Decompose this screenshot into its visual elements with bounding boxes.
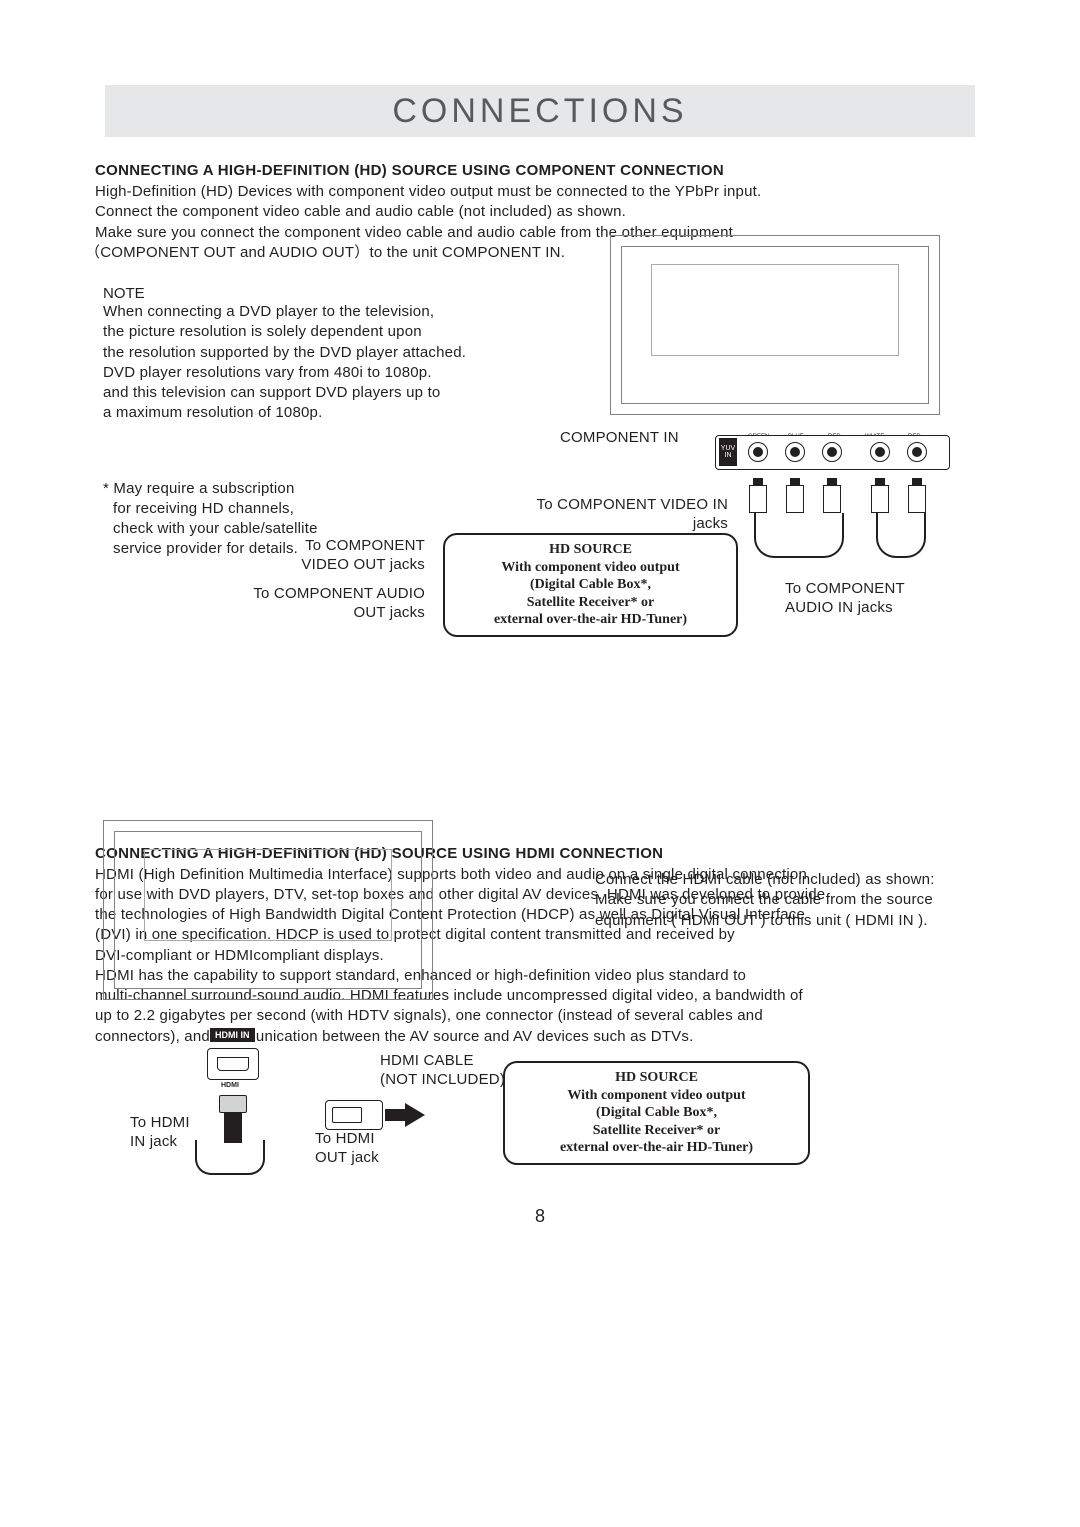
page-title: CONNECTIONS (392, 92, 687, 131)
hd-source-l4: external over-the-air HD-Tuner) (519, 1139, 794, 1157)
plug-icon (908, 485, 926, 513)
hdmi-adapter-icon (325, 1100, 383, 1130)
section1-body-2: Connect the component video cable and au… (95, 202, 985, 222)
hd-source-l1: With component video output (459, 559, 722, 577)
yuv-in-label: YUV IN (719, 445, 737, 459)
tv-back-icon (610, 235, 940, 415)
hdmi-plug-icon (219, 1095, 247, 1113)
label-to-comp-video-in: To COMPONENT VIDEO IN jacks (508, 496, 728, 534)
label-to-comp-video-out: To COMPONENT VIDEO OUT jacks (190, 537, 425, 575)
jack-pb-icon (785, 442, 805, 462)
tv-panel-icon (651, 264, 899, 356)
arrow-stem-icon (385, 1109, 407, 1121)
plug-icon (786, 485, 804, 513)
hd-source-box-2: HD SOURCE With component video output (D… (503, 1061, 810, 1165)
plug-icon (871, 485, 889, 513)
hd-source-l2: (Digital Cable Box*, (519, 1104, 794, 1122)
hdmi-in-badge: HDMI IN (210, 1028, 255, 1042)
label-to-comp-audio-out: To COMPONENT AUDIO OUT jacks (175, 585, 425, 623)
hdmi-small-label: HDMI (221, 1082, 239, 1089)
tv-back-icon (103, 820, 433, 1000)
cable-icon (876, 513, 926, 558)
hd-source-title: HD SOURCE (459, 541, 722, 559)
jack-y-icon (748, 442, 768, 462)
jack-pr-icon (822, 442, 842, 462)
label-text: To HDMI IN jack (130, 1114, 250, 1152)
jack-r-icon (907, 442, 927, 462)
yuv-in-badge: YUV IN (719, 438, 737, 466)
hdmi-slot-icon (217, 1057, 249, 1071)
hd-source-l1: With component video output (519, 1087, 794, 1105)
label-text: To COMPONENT AUDIO IN jacks (785, 580, 1005, 618)
section1-body-1: High-Definition (HD) Devices with compon… (95, 182, 985, 202)
jack-l-icon (870, 442, 890, 462)
hd-source-l2: (Digital Cable Box*, (459, 576, 722, 594)
plug-icon (823, 485, 841, 513)
label-to-hdmi-out: To HDMI OUT jack (315, 1130, 435, 1168)
label-text: To COMPONENT VIDEO OUT jacks (190, 537, 425, 575)
label-text: To HDMI OUT jack (315, 1130, 435, 1168)
arrow-right-icon (405, 1103, 425, 1127)
label-component-in: COMPONENT IN (560, 429, 679, 448)
tv-panel-icon (144, 849, 392, 941)
label-to-comp-audio-in: To COMPONENT AUDIO IN jacks (785, 580, 1005, 618)
label-text: To COMPONENT AUDIO OUT jacks (175, 585, 425, 623)
hd-source-title: HD SOURCE (519, 1069, 794, 1087)
adapter-inner-icon (332, 1107, 362, 1123)
section1-heading: CONNECTING A HIGH-DEFINITION (HD) SOURCE… (95, 162, 985, 179)
hd-source-l4: external over-the-air HD-Tuner) (459, 611, 722, 629)
label-to-hdmi-in: To HDMI IN jack (130, 1114, 250, 1152)
hd-source-l3: Satellite Receiver* or (459, 594, 722, 612)
page-number: 8 (0, 1206, 1080, 1227)
hd-source-box-1: HD SOURCE With component video output (D… (443, 533, 738, 637)
hd-source-l3: Satellite Receiver* or (519, 1122, 794, 1140)
plug-icon (749, 485, 767, 513)
cable-icon (754, 513, 844, 558)
label-text: To COMPONENT VIDEO IN jacks (508, 496, 728, 534)
page-title-band: CONNECTIONS (105, 85, 975, 137)
